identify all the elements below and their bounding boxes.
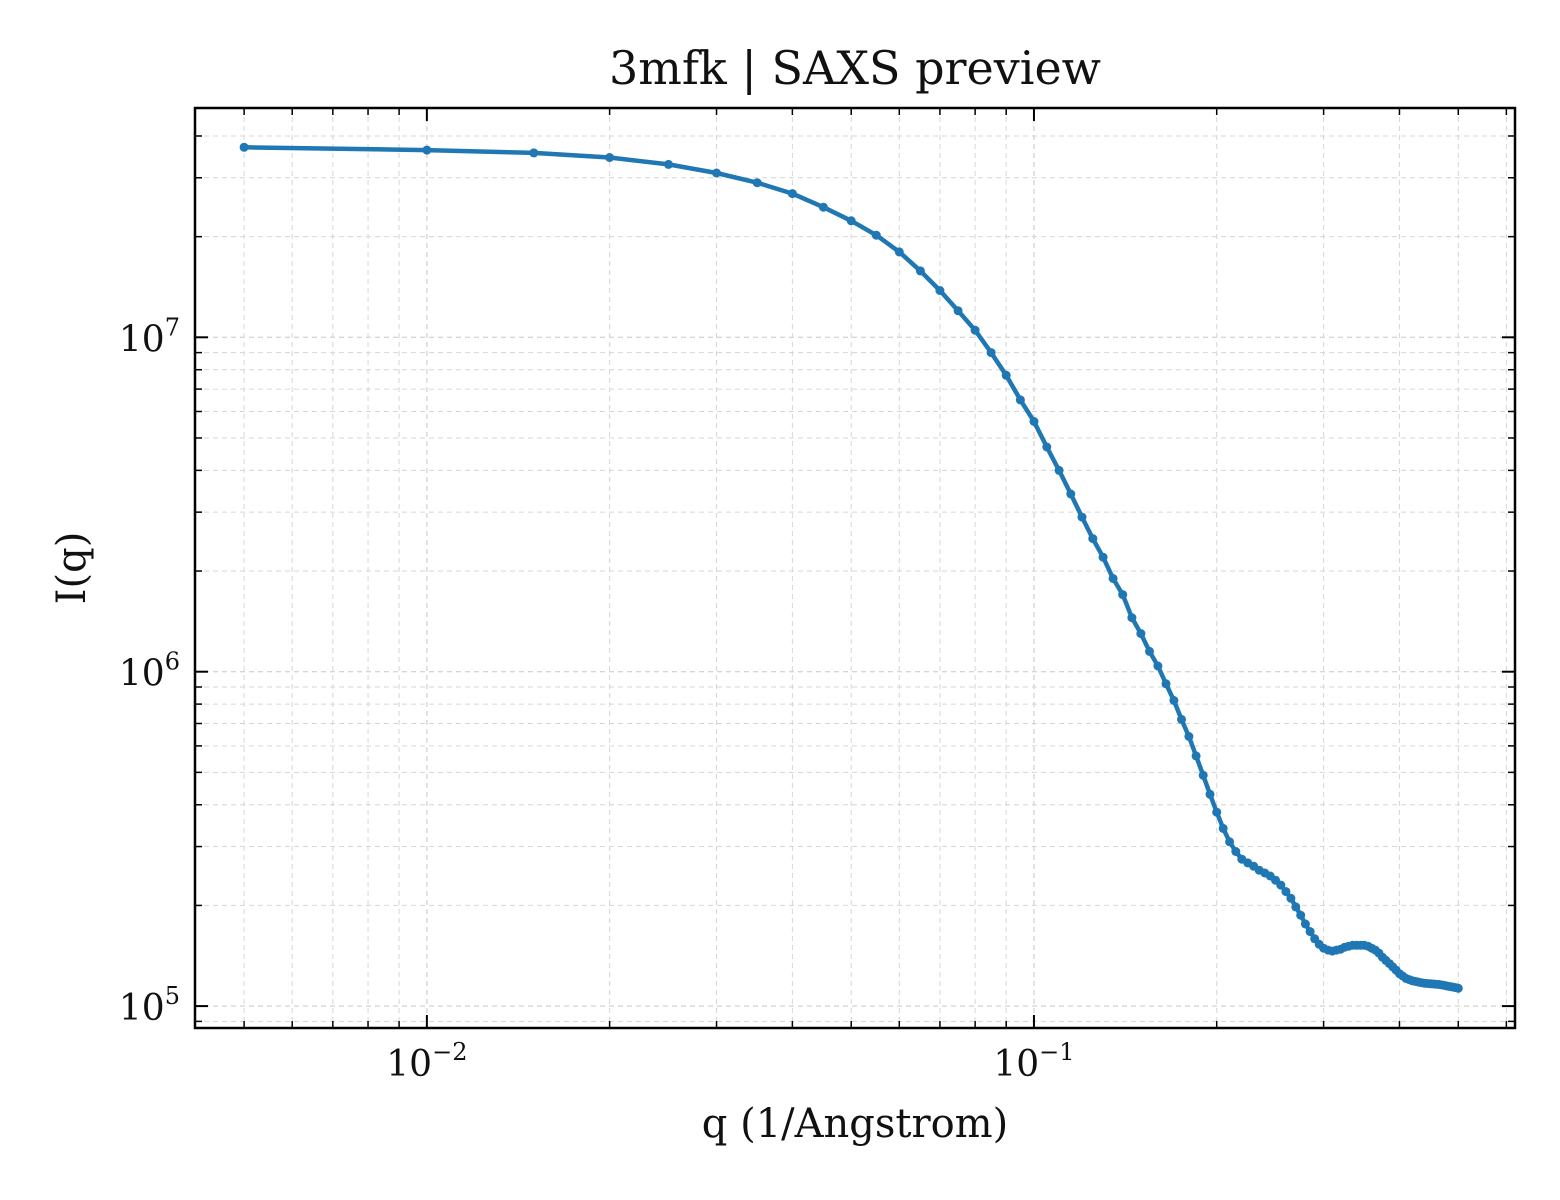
data-point (1169, 696, 1179, 705)
data-point (1108, 574, 1118, 583)
data-point (712, 168, 721, 178)
data-point (1098, 552, 1108, 562)
data-point (1191, 751, 1201, 761)
data-point (1136, 629, 1146, 639)
x-tick-label-base: 10 (386, 1044, 432, 1085)
data-point (818, 202, 828, 212)
series-layer (239, 142, 1463, 993)
data-point (529, 148, 539, 158)
x-tick-label: 10−2 (386, 1038, 467, 1085)
y-tick-label: 107 (119, 313, 180, 360)
data-point (605, 153, 615, 162)
data-point (1118, 590, 1128, 600)
y-tick-label: 106 (119, 648, 180, 695)
data-point (935, 286, 945, 295)
data-point (1001, 370, 1011, 380)
data-point (239, 142, 249, 152)
x-axis-label: q (1/Angstrom) (702, 1101, 1008, 1147)
data-point (915, 266, 925, 276)
data-point (1145, 646, 1154, 656)
x-tick-label-exponent: −1 (1039, 1038, 1074, 1066)
y-tick-label-exponent: 7 (165, 313, 180, 341)
data-point (1015, 395, 1025, 405)
y-tick-label-base: 10 (119, 319, 165, 360)
data-point (1212, 807, 1222, 817)
data-point (1184, 732, 1194, 741)
data-point (1218, 823, 1228, 833)
data-point (1077, 512, 1087, 522)
data-point (871, 230, 881, 240)
data-point (1198, 770, 1208, 780)
data-point (1042, 442, 1052, 452)
data-point (846, 216, 856, 226)
y-tick-label-base: 10 (119, 654, 165, 695)
data-point (1231, 847, 1241, 856)
data-point (986, 348, 996, 358)
y-tick-label-exponent: 5 (165, 982, 180, 1010)
data-point (1161, 679, 1171, 689)
data-point (1296, 910, 1306, 920)
y-tick-label: 105 (119, 982, 180, 1029)
data-point (1153, 661, 1163, 671)
plot-frame (193, 106, 1517, 1030)
data-point (1291, 902, 1301, 912)
data-point (970, 325, 980, 335)
x-tick-label: 10−1 (993, 1038, 1074, 1085)
y-axis-label: I(q) (49, 532, 95, 605)
x-tick-label-exponent: −2 (432, 1038, 467, 1066)
data-point (752, 178, 762, 188)
data-point (1127, 613, 1137, 623)
data-point (1286, 893, 1296, 903)
data-point (894, 247, 904, 257)
data-point (1066, 489, 1076, 499)
data-point (1205, 789, 1215, 799)
data-point (1281, 887, 1291, 897)
chart-title: 3mfk | SAXS preview (609, 41, 1101, 95)
data-point (1225, 837, 1235, 847)
data-point (1305, 927, 1315, 937)
data-point (953, 306, 963, 316)
y-tick-label-exponent: 6 (165, 648, 180, 676)
data-point (1054, 465, 1064, 475)
data-point (1300, 919, 1310, 929)
data-point (664, 159, 673, 169)
data-point (787, 189, 797, 199)
data-point (1453, 983, 1463, 993)
data-point (1029, 417, 1039, 426)
y-tick-label-base: 10 (119, 988, 165, 1029)
x-tick-label-base: 10 (993, 1044, 1039, 1085)
data-point (422, 145, 432, 155)
data-point (1276, 880, 1286, 890)
data-point (1088, 534, 1098, 544)
data-point (1177, 714, 1186, 724)
